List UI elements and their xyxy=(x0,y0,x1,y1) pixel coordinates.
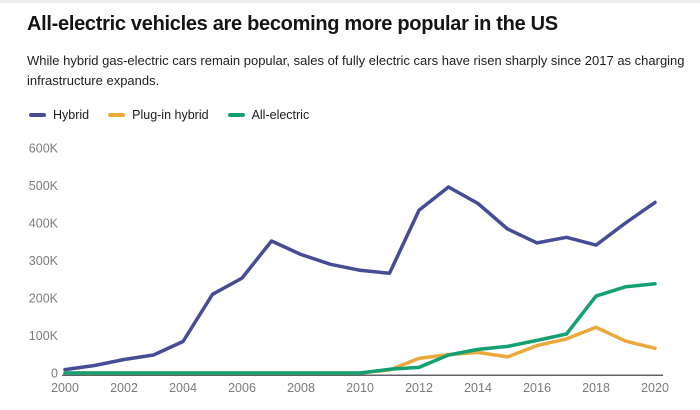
legend-item-hybrid: Hybrid xyxy=(29,108,89,122)
legend-label-hybrid: Hybrid xyxy=(53,108,90,122)
x-axis-tick-label: 2018 xyxy=(582,381,610,395)
legend-item-all-electric: All-electric xyxy=(227,108,310,122)
y-axis-tick-label: 100K xyxy=(29,329,59,343)
y-axis-tick-label: 300K xyxy=(29,254,59,268)
x-axis-tick-label: 2010 xyxy=(346,381,374,395)
y-axis-tick-label: 0 xyxy=(51,367,58,381)
y-axis-tick-label: 400K xyxy=(29,217,59,231)
chart-subtitle: While hybrid gas-electric cars remain po… xyxy=(27,53,685,88)
legend-label-all-electric: All-electric xyxy=(251,108,310,122)
legend-swatch-hybrid xyxy=(29,113,46,117)
x-axis-tick-label: 2000 xyxy=(51,381,79,395)
series-line-hybrid xyxy=(63,185,657,372)
y-axis-tick-label: 500K xyxy=(29,179,59,193)
y-axis-tick-label: 200K xyxy=(29,292,59,306)
legend-swatch-plug-in-hybrid xyxy=(108,113,126,117)
y-axis-tick-label: 600K xyxy=(29,142,59,156)
legend-item-plug-in-hybrid: Plug-in hybrid xyxy=(108,108,209,122)
x-axis-tick-label: 2002 xyxy=(110,381,138,395)
x-axis-tick-label: 2006 xyxy=(228,381,256,395)
x-axis-tick-label: 2020 xyxy=(641,381,669,395)
x-axis-tick-label: 2016 xyxy=(523,381,551,395)
chart-title: All-electric vehicles are becoming more … xyxy=(27,13,558,35)
x-axis-tick-label: 2008 xyxy=(287,381,315,395)
series-line-all-electric xyxy=(63,282,657,375)
chart-legend: Hybrid Plug-in hybrid All-electric xyxy=(29,108,309,122)
legend-swatch-all-electric xyxy=(227,113,245,117)
x-axis-tick-label: 2004 xyxy=(169,381,197,395)
x-axis-tick-label: 2012 xyxy=(405,381,433,395)
line-chart: 0 100K 200K 300K 400K 500K 600K 2000 2002 2004 200… xyxy=(29,142,669,396)
legend-label-plug-in-hybrid: Plug-in hybrid xyxy=(132,108,209,122)
x-axis-tick-label: 2014 xyxy=(464,381,492,395)
